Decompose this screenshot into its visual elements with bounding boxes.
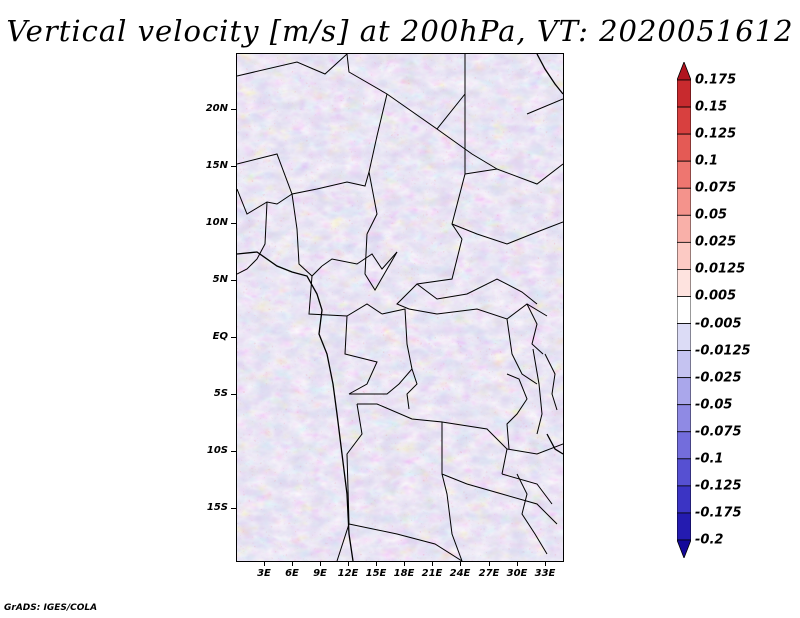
lat-tick [231, 109, 236, 110]
colorbar-segment [677, 160, 691, 189]
colorbar-segment [677, 323, 691, 351]
colorbar-segment [677, 404, 691, 433]
lon-tick [320, 562, 321, 566]
colorbar-segment [677, 241, 691, 270]
colorbar-label: 0.005 [695, 288, 737, 304]
lon-label: 24E [449, 568, 471, 579]
lon-tick [432, 562, 433, 566]
lon-tick [264, 562, 265, 566]
lat-label: 5N [212, 274, 228, 285]
colorbar-label: 0.125 [695, 126, 737, 142]
colorbar-segment [677, 269, 691, 297]
lon-tick [545, 562, 546, 566]
lat-label: EQ [212, 331, 228, 342]
lon-tick [376, 562, 377, 566]
lon-tick [404, 562, 405, 566]
colorbar-segment [677, 431, 691, 460]
lon-label: 15E [365, 568, 387, 579]
colorbar-label: -0.075 [695, 424, 742, 440]
colorbar-label: 0.0125 [695, 261, 746, 277]
colorbar-segment [677, 106, 691, 135]
lat-tick [231, 394, 236, 395]
colorbar-segment [677, 214, 691, 243]
colorbar-segment [677, 458, 691, 487]
lat-tick [231, 223, 236, 224]
colorbar-label: -0.1 [695, 451, 724, 467]
colorbar-segment [677, 377, 691, 406]
colorbar-segment [677, 79, 691, 108]
lon-label: 9E [313, 568, 327, 579]
lat-tick [231, 280, 236, 281]
map-field [237, 54, 563, 561]
lat-label: 15N [205, 160, 228, 171]
colorbar [677, 62, 691, 558]
lon-label: 6E [285, 568, 299, 579]
lon-tick [489, 562, 490, 566]
lon-tick [517, 562, 518, 566]
colorbar-label: -0.05 [695, 397, 733, 413]
colorbar-label: 0.025 [695, 234, 737, 250]
lon-label: 3E [257, 568, 271, 579]
colorbar-label: 0.175 [695, 72, 737, 88]
country-borders [237, 54, 563, 561]
colorbar-segment [677, 539, 691, 558]
lat-tick [231, 166, 236, 167]
colorbar-segment [677, 296, 691, 324]
lat-label: 15S [206, 502, 228, 513]
colorbar-label: 0.05 [695, 207, 728, 223]
colorbar-label: -0.175 [695, 505, 742, 521]
lon-label: 21E [421, 568, 443, 579]
lon-label: 27E [478, 568, 500, 579]
lon-label: 33E [534, 568, 556, 579]
colorbar-label: -0.125 [695, 478, 742, 494]
lat-tick [231, 508, 236, 509]
colorbar-label: -0.025 [695, 370, 742, 386]
colorbar-label: -0.005 [695, 316, 742, 332]
lon-tick [348, 562, 349, 566]
lon-label: 30E [506, 568, 528, 579]
lat-tick [231, 337, 236, 338]
footer-credit: GrADS: IGES/COLA [4, 603, 98, 613]
velocity-speckle [237, 54, 563, 561]
colorbar-segment [677, 512, 691, 541]
colorbar-label: -0.0125 [695, 343, 751, 359]
colorbar-label: -0.2 [695, 532, 724, 548]
lat-label: 5S [213, 388, 228, 399]
colorbar-segment [677, 485, 691, 514]
colorbar-segment [677, 350, 691, 379]
coastline [237, 54, 563, 561]
lon-tick [460, 562, 461, 566]
colorbar-label: 0.075 [695, 180, 737, 196]
lat-label: 10N [205, 217, 228, 228]
colorbar-label: 0.15 [695, 99, 728, 115]
colorbar-segment [677, 133, 691, 162]
lat-tick [231, 451, 236, 452]
colorbar-label: 0.1 [695, 153, 719, 169]
velocity-map [236, 53, 564, 562]
lon-tick [292, 562, 293, 566]
lat-label: 10S [206, 445, 228, 456]
colorbar-segment [677, 187, 691, 216]
colorbar-segment [677, 62, 691, 81]
lon-label: 18E [393, 568, 415, 579]
lat-label: 20N [205, 103, 228, 114]
chart-title: Vertical velocity [m/s] at 200hPa, VT: 2… [6, 14, 794, 48]
lon-label: 12E [337, 568, 359, 579]
